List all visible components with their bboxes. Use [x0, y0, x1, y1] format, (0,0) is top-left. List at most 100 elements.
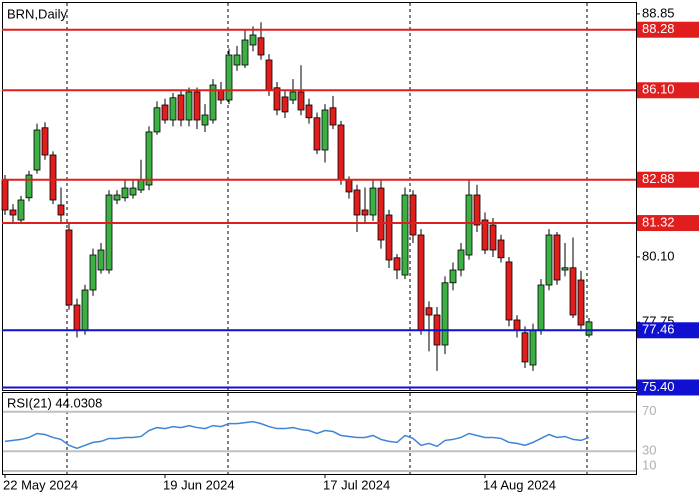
candle-body — [553, 234, 561, 281]
candle-body — [321, 109, 329, 151]
candle-body — [57, 204, 65, 216]
candle-body — [513, 319, 521, 331]
candle-body — [17, 199, 25, 221]
level-label-bg — [637, 21, 699, 38]
rsi-line — [4, 420, 590, 450]
level-label: 77.46 — [642, 322, 675, 337]
candle-body — [545, 234, 553, 286]
candle-body — [481, 219, 489, 251]
candle-body — [329, 107, 337, 126]
candle-body — [393, 257, 401, 271]
candle-body — [529, 329, 537, 366]
candle-body — [113, 194, 121, 201]
candle-body — [401, 194, 409, 276]
candle-body — [585, 321, 593, 336]
candle-body — [337, 124, 345, 181]
candle-body — [81, 289, 89, 331]
candle-body — [297, 91, 305, 111]
candle-body — [521, 332, 529, 363]
x-tick-label: 22 May 2024 — [3, 477, 78, 492]
candle-body — [209, 84, 217, 121]
candle-body — [257, 37, 265, 56]
candle-body — [345, 179, 353, 193]
candle-body — [97, 249, 105, 271]
candle-body — [105, 194, 113, 271]
candle-body — [377, 187, 385, 241]
candle-body — [449, 269, 457, 284]
x-tick-label: 17 Jul 2024 — [323, 477, 390, 492]
candle-body — [273, 87, 281, 111]
candle-body — [65, 229, 73, 306]
candle-body — [217, 89, 225, 101]
candle-body — [409, 194, 417, 236]
candle-body — [249, 34, 257, 46]
candle-body — [25, 174, 33, 199]
candle-body — [177, 94, 185, 121]
level-label: 81.32 — [642, 214, 675, 229]
candle-body — [561, 267, 569, 271]
candle-body — [313, 117, 321, 151]
candle-body — [241, 39, 249, 66]
candle-body — [473, 194, 481, 226]
candle-body — [353, 189, 361, 216]
x-tick-label: 14 Aug 2024 — [483, 477, 556, 492]
candle-body — [169, 97, 177, 121]
chart-title: BRN,Daily — [7, 6, 67, 21]
candle-body — [417, 234, 425, 331]
rsi-title: RSI(21) 44.0308 — [7, 395, 102, 410]
level-label-bg — [637, 379, 699, 396]
candle-body — [497, 239, 505, 259]
candle-body — [489, 224, 497, 251]
candle-body — [129, 187, 137, 196]
candle-body — [33, 129, 41, 171]
level-label-bg — [637, 82, 699, 99]
candle-body — [441, 282, 449, 346]
candle-body — [137, 179, 145, 191]
candle-body — [49, 154, 57, 201]
level-label-bg — [637, 322, 699, 339]
candle-body — [153, 107, 161, 133]
level-label: 75.40 — [642, 379, 675, 394]
candle-body — [577, 279, 585, 326]
candle-body — [457, 249, 465, 271]
rsi-panel — [2, 392, 637, 475]
level-label-bg — [637, 171, 699, 188]
x-tick-label: 19 Jun 2024 — [163, 477, 235, 492]
rsi-tick-label: 10 — [642, 457, 656, 472]
candle-body — [281, 96, 289, 113]
rsi-tick-label: 70 — [642, 403, 656, 418]
candle-body — [185, 91, 193, 121]
y-tick-label: 88.85 — [642, 5, 675, 20]
candle-body — [73, 304, 81, 331]
level-label-bg — [637, 215, 699, 232]
candle-body — [537, 284, 545, 331]
candle-body — [569, 267, 577, 316]
candle-body — [265, 59, 273, 91]
level-label: 82.88 — [642, 171, 675, 186]
candle-body — [201, 114, 209, 126]
candle-body — [465, 194, 473, 256]
y-tick-label: 80.10 — [642, 248, 675, 263]
candle-body — [121, 187, 129, 199]
candle-body — [505, 261, 513, 321]
candle-body — [193, 91, 201, 121]
candle-body — [385, 214, 393, 261]
level-label: 88.28 — [642, 21, 675, 36]
candle-body — [161, 104, 169, 121]
candle-body — [145, 131, 153, 186]
rsi-tick-label: 30 — [642, 443, 656, 458]
candle-body — [89, 254, 97, 291]
candle-body — [289, 91, 297, 101]
candle-body — [305, 104, 313, 119]
candle-body — [9, 209, 17, 216]
candle-body — [233, 54, 241, 66]
candle-body — [361, 209, 369, 216]
level-label: 86.10 — [642, 82, 675, 97]
candle-body — [225, 54, 233, 101]
candle-body — [1, 179, 9, 211]
candle-body — [369, 187, 377, 216]
candle-body — [41, 127, 49, 156]
candle-body — [425, 307, 433, 316]
